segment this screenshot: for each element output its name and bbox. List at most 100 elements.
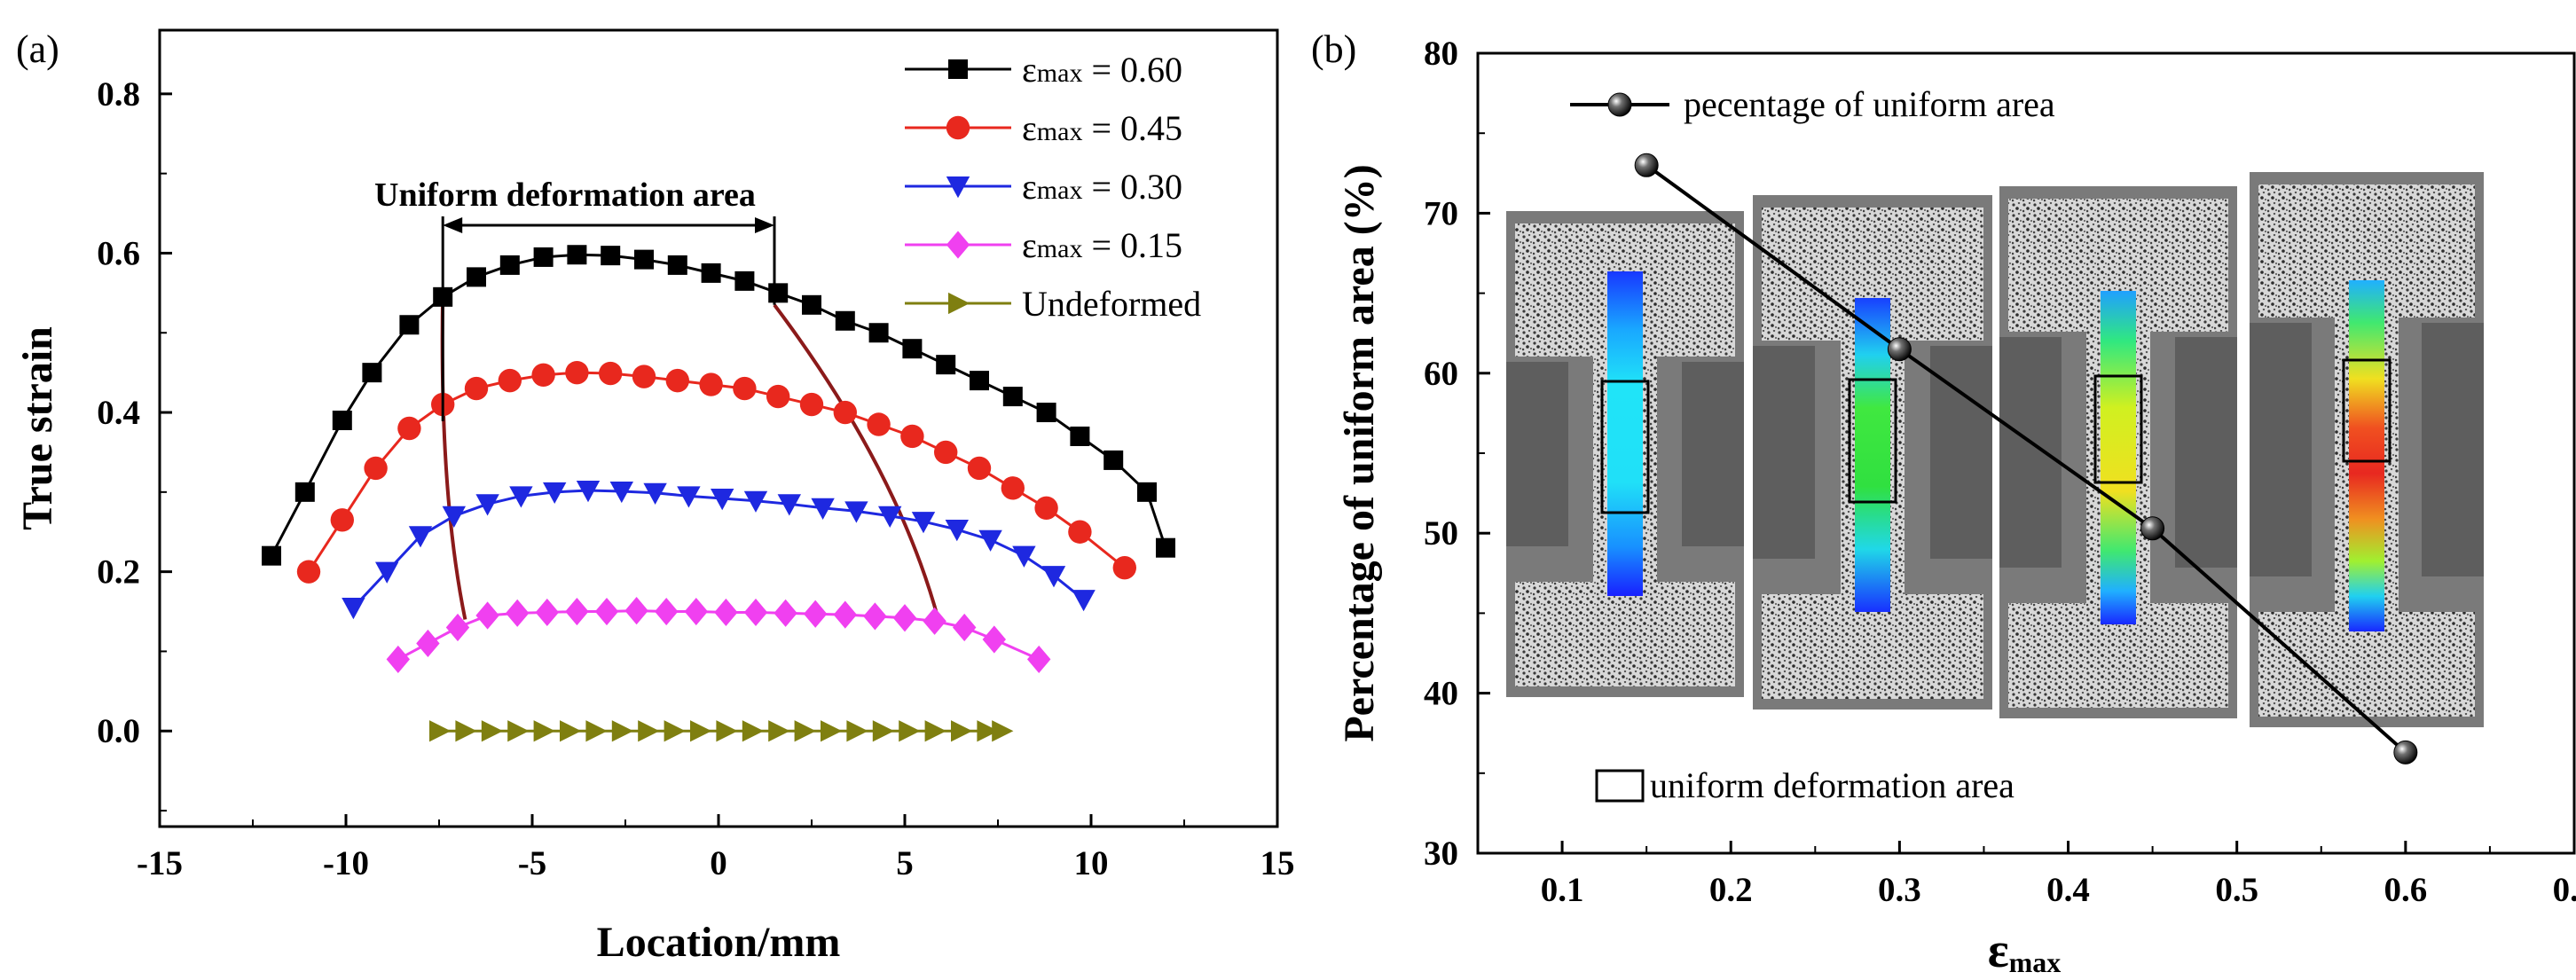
data-point-a xyxy=(899,720,921,742)
data-point-a xyxy=(567,245,587,265)
x-tick-label-b: 0.6 xyxy=(2384,871,2427,909)
data-point-a xyxy=(560,720,582,742)
legend-marker-a xyxy=(948,292,970,315)
data-point-b xyxy=(1634,153,1659,177)
x-tick-label-a: 5 xyxy=(896,844,914,882)
data-point-a xyxy=(655,597,679,626)
data-point-a xyxy=(743,598,768,627)
legend-entry-a-2: εmax = 0.30 xyxy=(905,167,1182,207)
data-point-a xyxy=(634,249,654,270)
data-point-a xyxy=(364,456,388,481)
data-point-b xyxy=(1887,337,1912,362)
legend-marker-a xyxy=(946,231,970,259)
legend-epsilon: ε xyxy=(1022,225,1037,265)
data-point-a xyxy=(565,360,589,385)
data-point-a xyxy=(742,720,764,742)
uniform-area-arrowhead-left xyxy=(443,217,463,233)
data-point-a xyxy=(777,494,801,516)
legend-epsilon: ε xyxy=(1022,50,1037,90)
data-point-a xyxy=(342,598,365,620)
legend-label-a: εmax = 0.60 xyxy=(1022,50,1182,90)
legend-entry-a-1: εmax = 0.45 xyxy=(905,108,1182,148)
strain-color-map xyxy=(2349,280,2384,631)
y-tick-label-b: 50 xyxy=(1424,514,1458,553)
data-point-a xyxy=(982,625,1006,654)
panel-b-label: (b) xyxy=(1311,27,1356,71)
data-point-a xyxy=(638,720,660,742)
data-point-a xyxy=(743,490,768,513)
y-tick-label-a: 0.0 xyxy=(97,712,140,750)
plot-b-ylabel: Percentage of uniform area (%) xyxy=(1336,164,1383,741)
data-point-a xyxy=(768,720,790,742)
data-point-a xyxy=(701,263,721,283)
data-point-a xyxy=(900,424,924,449)
specimen-image-2 xyxy=(1999,186,2237,718)
legend-label-a: Undeformed xyxy=(1022,284,1201,324)
x-tick-label-a: -5 xyxy=(518,844,547,882)
data-point-a xyxy=(498,368,522,393)
x-tick-label-a: -10 xyxy=(323,844,369,882)
specimen-clamp-left xyxy=(1753,346,1815,559)
series-a-1 xyxy=(296,360,1137,584)
data-point-a xyxy=(332,411,352,431)
data-point-a xyxy=(535,598,559,627)
data-point-a xyxy=(429,720,452,742)
data-point-a xyxy=(863,602,887,631)
y-tick-label-a: 0.8 xyxy=(97,75,140,114)
data-point-a xyxy=(543,482,567,505)
legend-label-a: εmax = 0.30 xyxy=(1022,167,1182,207)
plot-b-tick-labels: 0.1 0.2 0.3 0.4 0.5 0.6 0.7 30 40 50 60 70 80 xyxy=(1424,35,2576,909)
data-point-a xyxy=(531,363,555,388)
data-point-a xyxy=(733,376,757,401)
data-point-a xyxy=(768,283,789,303)
data-point-a xyxy=(804,600,828,628)
legend-label-percentage: pecentage of uniform area xyxy=(1684,84,2055,124)
data-point-a xyxy=(611,720,633,742)
data-point-a xyxy=(609,481,633,504)
data-point-a xyxy=(664,720,686,742)
data-point-a xyxy=(667,255,687,275)
data-point-b xyxy=(2393,740,2418,764)
data-point-a xyxy=(953,613,977,642)
plot-a-ylabel: True strain xyxy=(14,326,61,530)
data-point-a xyxy=(1070,426,1090,446)
data-point-a xyxy=(799,392,824,417)
data-point-a xyxy=(1001,476,1025,500)
data-point-a xyxy=(475,601,499,630)
data-point-a xyxy=(464,376,489,401)
y-tick-label-b: 80 xyxy=(1424,35,1458,73)
data-point-a xyxy=(585,720,608,742)
legend-subscript: max xyxy=(1037,176,1083,205)
uniform-area-annotation: Uniform deformation area xyxy=(374,176,776,421)
y-tick-label-a: 0.4 xyxy=(97,394,140,432)
strain-color-map xyxy=(1855,298,1890,612)
specimen-clamp-right xyxy=(2422,323,2484,576)
data-point-a xyxy=(711,489,734,511)
uniform-area-label: Uniform deformation area xyxy=(374,176,756,214)
data-point-a xyxy=(699,372,723,396)
x-tick-label-a: 0 xyxy=(710,844,727,882)
x-tick-label-b: 0.2 xyxy=(1709,871,1753,909)
data-point-a xyxy=(643,482,667,505)
data-point-a xyxy=(1036,403,1056,423)
x-tick-label-b: 0.7 xyxy=(2553,871,2576,909)
specimen-clamp-right xyxy=(1682,362,1744,546)
data-point-a xyxy=(1012,545,1036,568)
legend-label-a: εmax = 0.15 xyxy=(1022,225,1182,265)
data-point-a xyxy=(936,355,956,375)
specimen-clamp-right xyxy=(1930,346,1992,559)
data-point-a xyxy=(945,520,969,542)
data-point-a xyxy=(844,501,868,523)
data-point-a xyxy=(902,339,923,359)
data-point-a xyxy=(835,310,855,331)
strain-color-map xyxy=(2101,291,2136,624)
data-point-a xyxy=(375,561,399,584)
data-point-a xyxy=(442,506,466,528)
data-point-a xyxy=(690,720,712,742)
data-point-a xyxy=(507,720,530,742)
data-point-a xyxy=(467,267,486,287)
data-point-a xyxy=(923,607,946,635)
data-point-a xyxy=(911,512,936,534)
uniform-area-arrowhead-right xyxy=(755,217,774,233)
series-line-a-1 xyxy=(307,371,1126,573)
